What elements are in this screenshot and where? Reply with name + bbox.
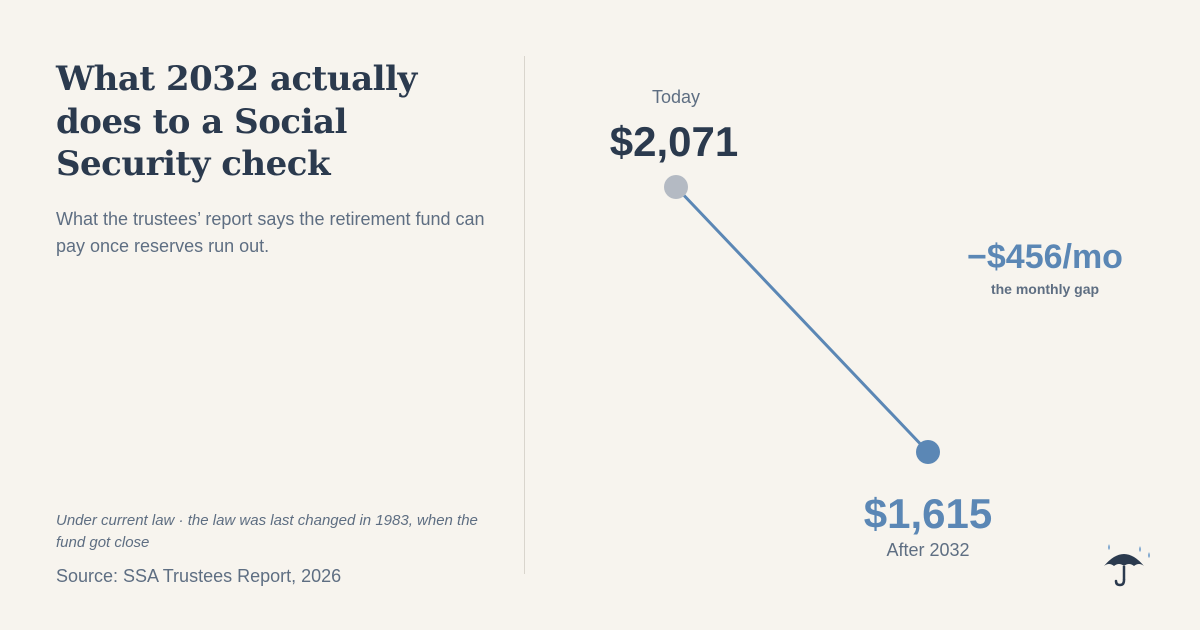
point-after-2032	[916, 440, 940, 464]
divider	[524, 56, 525, 574]
source-note: Source: SSA Trustees Report, 2026	[56, 566, 342, 586]
value-label-after-2032: $1,615	[864, 490, 992, 537]
umbrella-rain-icon	[1104, 544, 1150, 587]
difference-caption: the monthly gap	[991, 281, 1099, 297]
slope-line	[674, 185, 930, 454]
category-label-today: Today	[652, 87, 700, 107]
point-today	[664, 175, 688, 199]
category-label-after-2032: After 2032	[886, 540, 969, 560]
page-subtitle: What the trustees’ report says the retir…	[56, 208, 485, 257]
difference-label: −$456/mo	[967, 238, 1123, 276]
page-title: What 2032 actually does to a Social Secu…	[56, 59, 417, 184]
text-panel: What 2032 actually does to a Social Secu…	[56, 58, 511, 588]
footnote: Under current law · the law was last cha…	[56, 512, 478, 551]
value-label-today: $2,071	[610, 118, 738, 165]
